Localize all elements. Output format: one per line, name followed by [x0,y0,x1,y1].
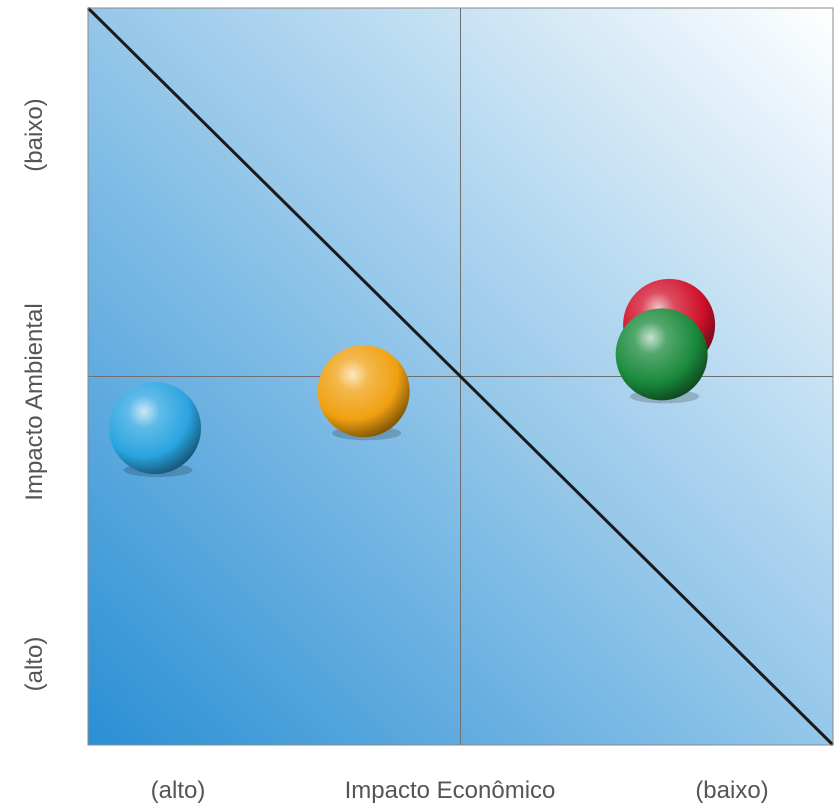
y-axis-bottom-label: (alto) [21,637,48,692]
diagonal-line [86,6,835,747]
scatter-point [109,382,202,475]
x-axis-label: Impacto Econômico [345,777,556,804]
plot-border [87,7,834,746]
scatter-point [615,308,708,401]
y-axis-label: Impacto Ambiental [21,303,48,500]
scatter-point [317,345,410,438]
x-axis-right-label: (baixo) [695,777,768,804]
y-axis-top-label: (baixo) [21,98,48,171]
x-axis-left-label: (alto) [151,777,206,804]
